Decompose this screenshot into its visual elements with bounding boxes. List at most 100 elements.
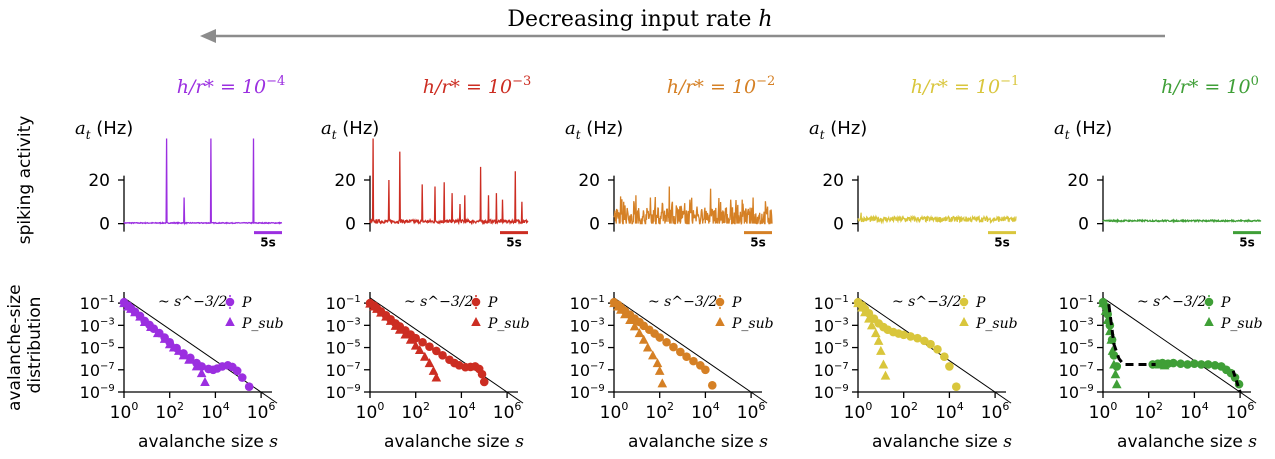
ytick-exp: −3 (100, 316, 115, 327)
data-point-psub (638, 334, 649, 344)
distribution-ytick-label: 10 (80, 383, 100, 402)
xtick-base: 10 (155, 403, 177, 423)
data-point-psub (1107, 345, 1118, 355)
data-point-p (669, 342, 678, 352)
header-title: Decreasing input rate h (507, 7, 772, 32)
activity-ylabel-sub: t (86, 128, 91, 142)
distribution-xtick-label: 100 (1089, 400, 1118, 423)
data-point-psub (184, 354, 194, 364)
distribution-ytick-label: 10 (1059, 316, 1079, 335)
ytick-exp: −3 (834, 316, 849, 327)
xtick-base: 10 (110, 403, 132, 423)
data-point-psub (376, 307, 386, 317)
data-point-psub (381, 311, 391, 321)
data-point-psub (629, 321, 640, 331)
data-point-psub (652, 358, 663, 368)
activity-ylabel: at (Hz) (565, 118, 623, 142)
data-point-p (926, 339, 935, 349)
activity-ytick-label: 0 (1078, 215, 1089, 235)
ytick-exp: −7 (346, 361, 361, 372)
data-point-psub (1098, 298, 1108, 308)
ytick-base: 10 (80, 361, 100, 380)
data-point-p (418, 337, 427, 347)
ytick-base: 10 (814, 339, 834, 358)
xtick-exp: 6 (514, 400, 521, 413)
data-point-p (438, 351, 447, 360)
reference-label: ~ s^−3/2 (892, 294, 961, 310)
ytick-base: 10 (326, 383, 346, 402)
row1-ylabel: spiking activity (15, 116, 35, 245)
activity-title-text: h/r* = 10 (667, 76, 756, 98)
ytick-exp: −9 (100, 383, 115, 394)
distribution-xlabel: avalanche size s (138, 432, 278, 452)
data-point-psub (168, 342, 179, 352)
data-point-psub (1106, 334, 1117, 344)
activity-trace (857, 212, 1017, 225)
activity-ylabel-var: a (75, 118, 86, 139)
xtick-base: 10 (844, 403, 866, 423)
legend-marker-psub (471, 317, 481, 326)
activity-trace (123, 138, 283, 226)
xtick-exp: 6 (1247, 400, 1254, 413)
distribution-ytick-label: 10 (326, 361, 346, 380)
ytick-exp: −3 (346, 316, 361, 327)
legend-marker-p (959, 297, 969, 307)
activity-ylabel-unit: (Hz) (1070, 118, 1113, 139)
data-point-p (1169, 358, 1178, 368)
xtick-exp: 4 (1202, 400, 1209, 413)
data-point-p (432, 346, 441, 356)
xlabel-text: avalanche size (872, 432, 1003, 452)
data-point-psub (1111, 379, 1122, 389)
data-point-psub (1110, 369, 1121, 379)
legend-label-p: P (241, 295, 252, 311)
activity-ytick-label: 20 (578, 171, 600, 191)
xtick-base: 10 (493, 403, 515, 423)
data-point-psub (642, 342, 653, 352)
distribution-xlabel: avalanche size s (1117, 432, 1257, 452)
data-point-psub (1100, 305, 1111, 315)
activity-ylabel-sub: t (820, 128, 825, 142)
ytick-base: 10 (814, 361, 834, 380)
scale-bar-label: 5s (260, 236, 276, 250)
distribution-xlabel: avalanche size s (628, 432, 768, 452)
data-point-p (940, 352, 949, 362)
data-point-psub (878, 359, 889, 369)
activity-title-exp: 0 (1251, 74, 1259, 89)
ytick-exp: −5 (590, 339, 605, 350)
xtick-base: 10 (691, 403, 713, 423)
activity-title: h/r* = 10−1 (911, 74, 1020, 98)
activity-ytick-label: 20 (334, 171, 356, 191)
xlabel-var: s (759, 432, 768, 452)
ytick-base: 10 (80, 383, 100, 402)
activity-ylabel: at (Hz) (321, 118, 379, 142)
ytick-base: 10 (326, 361, 346, 380)
xtick-exp: 0 (1110, 400, 1117, 413)
distribution-ytick-label: 10 (570, 383, 590, 402)
reference-line (1102, 297, 1257, 404)
distribution-ytick-label: 10 (326, 316, 346, 335)
distribution-ytick-label: 10 (814, 383, 834, 402)
legend-marker-psub (715, 317, 725, 326)
distribution-xtick-label: 106 (1226, 400, 1255, 423)
legend-label-p: P (1220, 295, 1231, 311)
activity-title-text: h/r* = 10 (1161, 76, 1250, 98)
reference-label: ~ s^−3/2 (404, 294, 473, 310)
xtick-base: 10 (447, 403, 469, 423)
data-point-p (1196, 360, 1206, 369)
data-point-psub (654, 365, 665, 375)
activity-title-exp: −1 (1000, 74, 1019, 89)
fit-tail (1231, 370, 1242, 393)
xlabel-text: avalanche size (628, 432, 759, 452)
distribution-xtick-label: 106 (737, 400, 766, 423)
legend-label-psub: P_sub (731, 316, 774, 332)
ytick-base: 10 (814, 294, 834, 313)
xlabel-var: s (1248, 432, 1257, 452)
data-point-psub (860, 307, 870, 317)
data-point-psub (625, 315, 635, 325)
activity-trace (1102, 218, 1262, 224)
activity-title: h/r* = 100 (1161, 74, 1259, 98)
distribution-xtick-label: 104 (691, 400, 720, 423)
